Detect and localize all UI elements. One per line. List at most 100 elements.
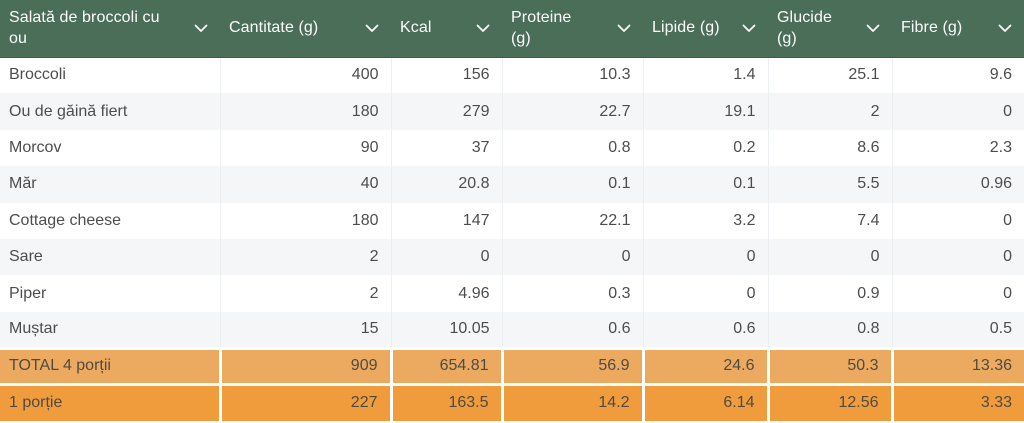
ingredient-name-cell: Piper (0, 275, 220, 312)
value-cell: 0.96 (891, 166, 1024, 203)
value-cell: 2 (219, 275, 391, 312)
column-header-6: Fibre (g) (892, 0, 1024, 58)
value-cell: 0 (642, 238, 768, 276)
value-cell: 0.5 (891, 311, 1024, 349)
value-cell: 0.1 (501, 166, 643, 203)
column-header-label: Glucide (g) (777, 8, 832, 48)
chevron-down-icon[interactable] (617, 23, 631, 33)
ingredient-name-cell: 1 porție (0, 382, 220, 421)
value-cell: 2 (219, 238, 391, 276)
value-cell: 0 (642, 275, 768, 312)
table-row: Piper 2 4.96 0.3 0 0.9 0 (0, 275, 1024, 312)
value-cell: 0.8 (501, 129, 643, 167)
value-cell: 20.8 (390, 166, 502, 203)
value-cell: 7.4 (767, 202, 892, 239)
portion-row: 1 porție 227 163.5 14.2 6.14 12.56 3.33 (0, 382, 1024, 421)
ingredient-name-cell: Broccoli (0, 57, 220, 94)
ingredient-name-cell: Sare (0, 238, 220, 276)
value-cell: 3.33 (890, 382, 1024, 421)
value-cell: 0.6 (501, 311, 643, 349)
value-cell: 25.1 (767, 57, 892, 94)
value-cell: 0 (891, 93, 1024, 130)
value-cell: 10.3 (501, 57, 643, 94)
table-row: Cottage cheese 180 147 22.1 3.2 7.4 0 (0, 202, 1024, 239)
chevron-down-icon[interactable] (866, 23, 880, 33)
column-header-3: Proteine (g) (502, 0, 643, 58)
value-cell: 6.14 (641, 382, 768, 421)
value-cell: 2 (767, 93, 892, 130)
table-row: Muștar 15 10.05 0.6 0.6 0.8 0.5 (0, 311, 1024, 349)
ingredient-name-cell: Măr (0, 166, 220, 203)
ingredient-name-cell: Muștar (0, 311, 220, 349)
value-cell: 22.1 (501, 202, 643, 239)
value-cell: 0 (767, 238, 892, 276)
value-cell: 163.5 (389, 382, 502, 421)
value-cell: 156 (390, 57, 502, 94)
value-cell: 56.9 (500, 346, 643, 385)
table-header: Salată de broccoli cu ou Cantitate (g) Kca… (0, 0, 1024, 58)
column-header-0: Salată de broccoli cu ou (0, 0, 220, 58)
chevron-down-icon[interactable] (998, 23, 1012, 33)
value-cell: 147 (390, 202, 502, 239)
column-header-label: Cantitate (g) (229, 19, 319, 37)
value-cell: 2.3 (891, 129, 1024, 167)
ingredient-name-cell: Morcov (0, 129, 220, 167)
column-header-label: Salată de broccoli cu ou (9, 8, 160, 48)
value-cell: 0 (891, 275, 1024, 312)
value-cell: 0.9 (767, 275, 892, 312)
column-header-1: Cantitate (g) (220, 0, 391, 58)
value-cell: 50.3 (766, 346, 892, 385)
ingredient-name-cell: TOTAL 4 porții (0, 346, 220, 385)
column-header-label: Lipide (g) (652, 19, 720, 37)
value-cell: 909 (218, 346, 391, 385)
chevron-down-icon[interactable] (742, 23, 756, 33)
table-row: Ou de găină fiert 180 279 22.7 19.1 2 0 (0, 93, 1024, 130)
value-cell: 0.3 (501, 275, 643, 312)
value-cell: 0 (891, 238, 1024, 276)
value-cell: 40 (219, 166, 391, 203)
value-cell: 4.96 (390, 275, 502, 312)
table-row: Broccoli 400 156 10.3 1.4 25.1 9.6 (0, 57, 1024, 94)
chevron-down-icon[interactable] (476, 23, 490, 33)
value-cell: 19.1 (642, 93, 768, 130)
value-cell: 37 (390, 129, 502, 167)
value-cell: 0 (390, 238, 502, 276)
column-header-2: Kcal (391, 0, 502, 58)
value-cell: 0 (891, 202, 1024, 239)
table-row: Măr 40 20.8 0.1 0.1 5.5 0.96 (0, 166, 1024, 203)
value-cell: 8.6 (767, 129, 892, 167)
value-cell: 9.6 (891, 57, 1024, 94)
value-cell: 654.81 (389, 346, 502, 385)
value-cell: 10.05 (390, 311, 502, 349)
value-cell: 15 (219, 311, 391, 349)
value-cell: 0.2 (642, 129, 768, 167)
ingredient-name-cell: Cottage cheese (0, 202, 220, 239)
table-row: Sare 2 0 0 0 0 0 (0, 238, 1024, 276)
value-cell: 400 (219, 57, 391, 94)
chevron-down-icon[interactable] (194, 23, 208, 33)
value-cell: 12.56 (766, 382, 892, 421)
column-header-4: Lipide (g) (643, 0, 768, 58)
chevron-down-icon[interactable] (365, 23, 379, 33)
ingredient-name-cell: Ou de găină fiert (0, 93, 220, 130)
value-cell: 279 (390, 93, 502, 130)
table-body: Broccoli 400 156 10.3 1.4 25.1 9.6 Ou de găină … (0, 57, 1024, 421)
value-cell: 5.5 (767, 166, 892, 203)
total-row: TOTAL 4 porții 909 654.81 56.9 24.6 50.3 13.36 (0, 346, 1024, 385)
column-header-5: Glucide (g) (768, 0, 892, 58)
value-cell: 13.36 (890, 346, 1024, 385)
column-header-label: Kcal (400, 19, 432, 37)
value-cell: 24.6 (641, 346, 768, 385)
value-cell: 0 (501, 238, 643, 276)
value-cell: 227 (218, 382, 391, 421)
value-cell: 1.4 (642, 57, 768, 94)
value-cell: 0.6 (642, 311, 768, 349)
value-cell: 90 (219, 129, 391, 167)
value-cell: 3.2 (642, 202, 768, 239)
value-cell: 0.8 (767, 311, 892, 349)
column-header-label: Fibre (g) (901, 19, 963, 37)
header-row: Salată de broccoli cu ou Cantitate (g) Kca… (0, 0, 1024, 58)
value-cell: 180 (219, 93, 391, 130)
